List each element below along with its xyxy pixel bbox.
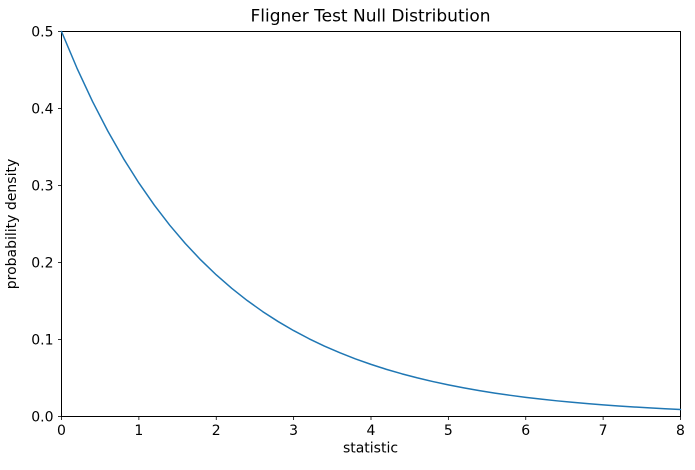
y-tick-label: 0.0 bbox=[31, 410, 53, 426]
plot-area: 0 1 2 3 4 5 6 7 8 0.0 0.1 0.2 0.3 0.4 0.5 bbox=[31, 25, 685, 440]
x-tick-label: 3 bbox=[289, 423, 298, 439]
y-tick-label: 0.2 bbox=[31, 256, 53, 272]
x-tick-label: 8 bbox=[676, 423, 685, 439]
y-axis-label: probability density bbox=[4, 159, 20, 289]
y-tick-label: 0.5 bbox=[31, 25, 53, 41]
x-tick-label: 4 bbox=[367, 423, 376, 439]
x-tick-label: 0 bbox=[57, 423, 66, 439]
y-tick-label: 0.4 bbox=[31, 102, 53, 118]
x-axis-label: statistic bbox=[343, 441, 398, 457]
x-tick-label: 7 bbox=[599, 423, 608, 439]
chart-title: Fligner Test Null Distribution bbox=[250, 7, 490, 27]
x-tick-label: 6 bbox=[521, 423, 530, 439]
x-tick-label: 2 bbox=[212, 423, 221, 439]
x-tick-label: 5 bbox=[444, 423, 453, 439]
x-tick-label: 1 bbox=[134, 423, 143, 439]
axes-spines bbox=[61, 31, 681, 417]
distribution-curve bbox=[60, 30, 682, 411]
y-tick-label: 0.1 bbox=[31, 333, 53, 349]
y-tick-label: 0.3 bbox=[31, 179, 53, 195]
